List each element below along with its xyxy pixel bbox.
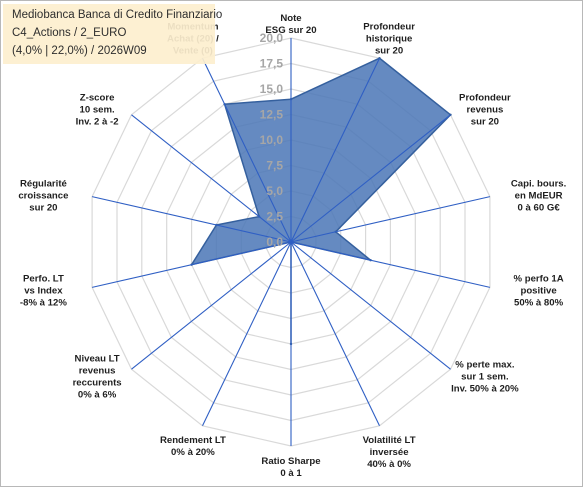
radial-tick-label: 2,5	[266, 210, 283, 224]
axis-label: Perfo. LT vs Index -8% à 12%	[20, 274, 67, 309]
axis-label-line: revenus	[79, 365, 116, 376]
axis-label: Volatilité LT inversée 40% à 0%	[363, 435, 416, 470]
axis-spoke	[91, 241, 292, 288]
axis-label-line: revenus	[467, 105, 504, 116]
radial-tick-label: 0,0	[266, 235, 283, 249]
axis-spoke	[202, 57, 292, 243]
axis-label-line: Profondeur	[459, 93, 511, 104]
axis-label-line: sur 1 sem.	[461, 371, 508, 382]
chart-title-line: (4,0% | 22,0%) / 2026W09	[12, 45, 147, 57]
axis-label-line: 0 à 60 G€	[518, 202, 561, 213]
axis-label: Rendement LT 0% à 20%	[160, 435, 226, 458]
axis-label: Capi. bours. en MdEUR 0 à 60 G€	[511, 178, 566, 213]
axis-spoke	[131, 114, 292, 243]
axis-label-line: 0% à 6%	[78, 389, 117, 400]
axis-spoke	[131, 241, 292, 370]
axis-label-line: -8% à 12%	[20, 298, 67, 309]
chart-title-line: Mediobanca Banca di Credito Finanziario	[12, 9, 223, 21]
axis-label: Niveau LT revenus reccurents 0% à 6%	[73, 353, 122, 400]
axis-label-line: Rendement LT	[160, 435, 226, 446]
axis-label-line: sur 20	[471, 117, 499, 128]
axis-label-line: sur 20	[375, 46, 403, 57]
radial-tick-label: 5,0	[266, 184, 283, 198]
axis-label-line: Régularité	[20, 178, 67, 189]
axis-spoke	[290, 196, 491, 243]
axis-label-line: croissance	[18, 190, 68, 201]
axis-label: Ratio Sharpe 0 à 1	[261, 456, 320, 479]
axis-label-line: en MdEUR	[515, 190, 563, 201]
axis-label-line: reccurents	[73, 377, 122, 388]
axis-label-line: Capi. bours.	[511, 178, 566, 189]
axis-label-line: Profondeur	[363, 22, 415, 33]
axis-label-line: 0 à 1	[280, 468, 302, 479]
axis-label-line: % perfo 1A	[514, 274, 564, 285]
radial-tick-label: 15,0	[260, 82, 284, 96]
axis-spoke	[290, 241, 491, 288]
axis-label-line: Z-score	[80, 93, 115, 104]
chart-title-line: C4_Actions / 2_EURO	[12, 27, 127, 39]
axis-label-line: sur 20	[29, 202, 57, 213]
axis-label-line: inversée	[370, 447, 409, 458]
axis-label-line: vs Index	[24, 286, 63, 297]
axis-label-line: Volatilité LT	[363, 435, 416, 446]
axis-spoke	[290, 241, 451, 370]
axis-label-line: positive	[520, 286, 556, 297]
axis-label: Z-score 10 sem. Inv. 2 à -2	[76, 93, 119, 128]
radial-tick-label: 12,5	[260, 108, 284, 122]
axis-label-line: historique	[366, 34, 412, 45]
axis-label-line: 0% à 20%	[171, 447, 215, 458]
axis-label-line: % perte max.	[455, 359, 514, 370]
axis-spoke	[290, 114, 451, 243]
radial-tick-label: 10,0	[260, 133, 284, 147]
radar-axes	[91, 38, 491, 446]
chart-title-box: Mediobanca Banca di Credito Finanziario …	[3, 4, 222, 64]
axis-spoke	[91, 196, 292, 243]
axis-label: Régularité croissance sur 20	[18, 178, 68, 213]
axis-label: Note ESG sur 20	[265, 13, 316, 36]
axis-label: % perte max. sur 1 sem. Inv. 50% à 20%	[451, 359, 519, 394]
axis-label-line: 40% à 0%	[367, 459, 411, 470]
axis-label-line: Note	[280, 13, 301, 24]
radial-tick-label: 20,0	[260, 31, 284, 45]
radial-tick-label: 7,5	[266, 159, 283, 173]
axis-label-line: Inv. 2 à -2	[76, 117, 119, 128]
axis-label-line: Inv. 50% à 20%	[451, 383, 519, 394]
axis-label-line: Niveau LT	[75, 353, 120, 364]
radar-series	[190, 57, 452, 346]
radial-tick-labels: 0,0 2,5 5,0 7,5 10,0 12,5 15,0 17,5 20,0	[260, 31, 284, 249]
series-area	[190, 57, 452, 345]
axis-label-line: ESG sur 20	[265, 25, 316, 36]
axis-label: Profondeur revenus sur 20	[459, 93, 511, 128]
radial-tick-label: 17,5	[260, 57, 284, 71]
axis-label-line: Ratio Sharpe	[261, 456, 320, 467]
axis-label-line: Perfo. LT	[23, 274, 64, 285]
axis-label: Profondeur historique sur 20	[363, 22, 415, 57]
axis-spoke	[290, 241, 380, 427]
axis-label: % perfo 1A positive 50% à 80%	[514, 274, 564, 309]
axis-spoke	[290, 57, 380, 243]
axis-spoke	[202, 241, 292, 427]
axis-label-line: 10 sem.	[79, 105, 114, 116]
axis-label-line: 50% à 80%	[514, 298, 564, 309]
